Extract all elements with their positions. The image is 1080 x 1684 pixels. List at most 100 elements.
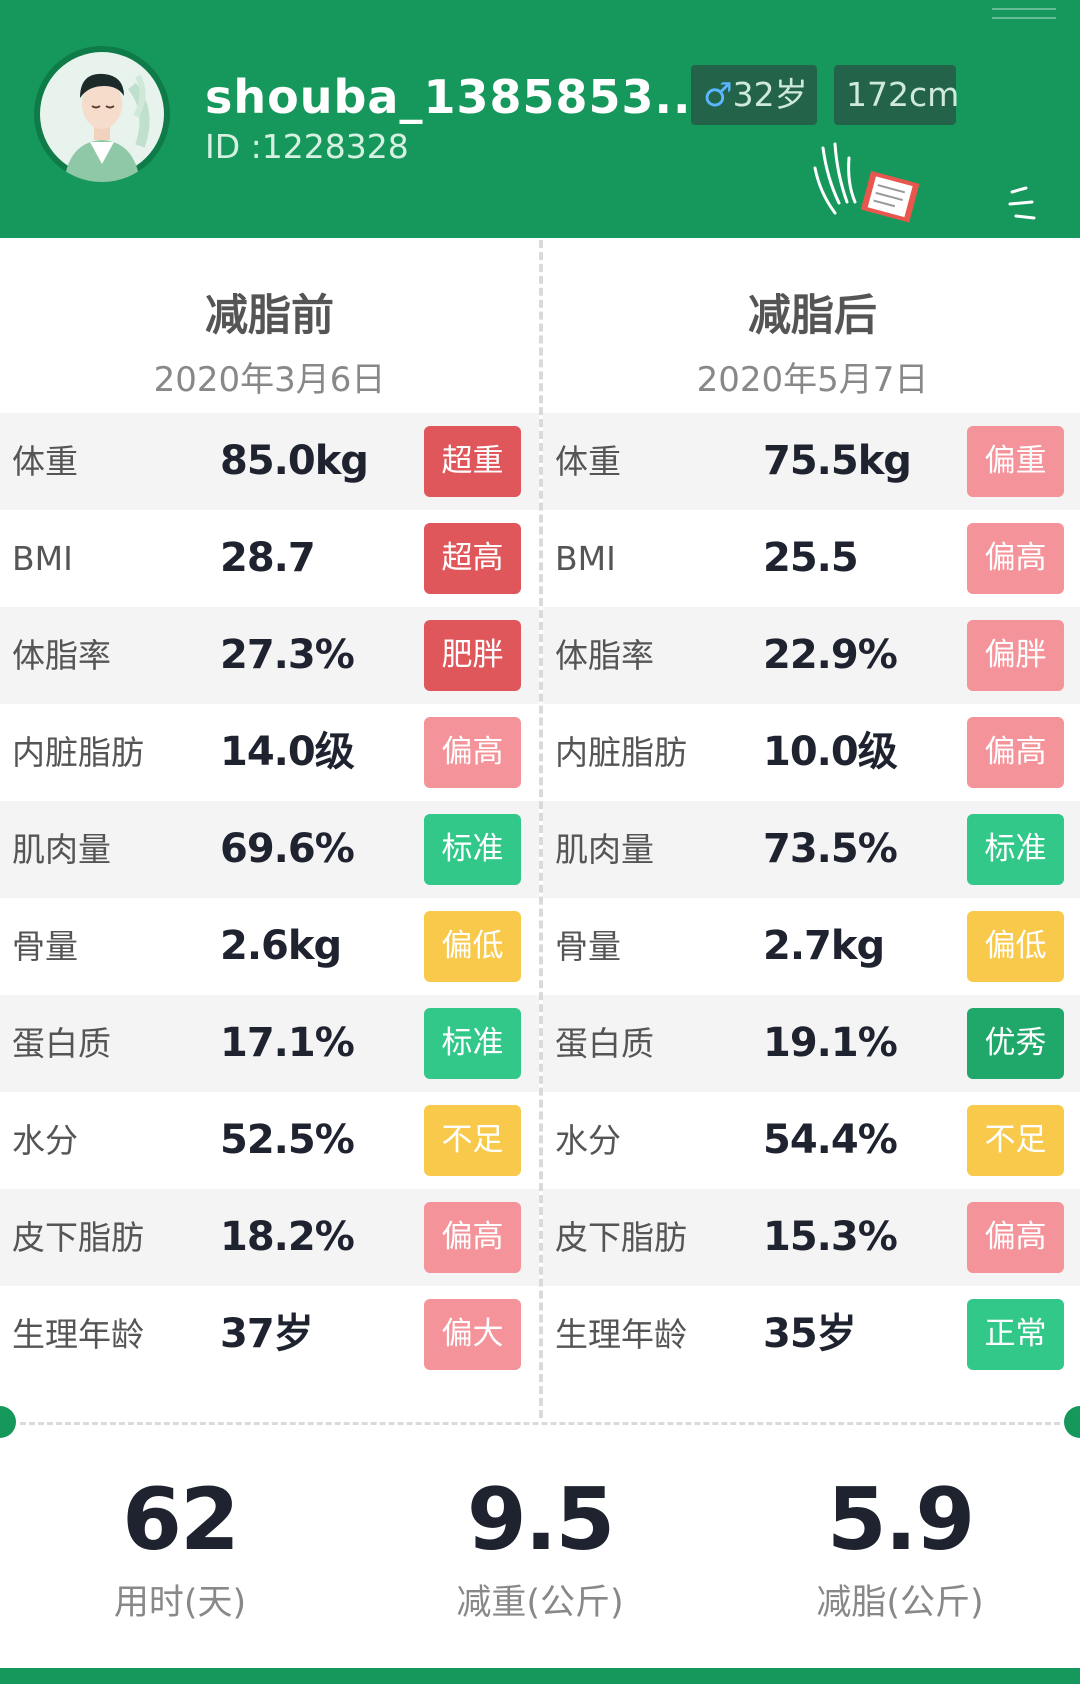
status-badge: 正常: [967, 1299, 1064, 1370]
metric-label: 皮下脂肪: [555, 1218, 687, 1257]
status-badge: 偏重: [967, 426, 1064, 497]
metric-value: 18.2%: [220, 1214, 355, 1260]
profile-header: shouba_1385853... ID :1228328 ♂32岁 172cm: [0, 0, 1080, 238]
status-badge: 偏胖: [967, 620, 1064, 691]
metric-row: 蛋白质 17.1% 标准: [0, 995, 539, 1092]
metric-label: 骨量: [555, 927, 621, 966]
status-badge: 优秀: [967, 1008, 1064, 1079]
status-badge: 标准: [424, 814, 521, 885]
stat-fat-lost: 5.9 减脂(公斤): [720, 1470, 1080, 1625]
metric-row: 骨量 2.7kg 偏低: [543, 898, 1080, 995]
status-badge: 标准: [424, 1008, 521, 1079]
sparkle-lines-icon: [1008, 186, 1036, 220]
metric-row: 内脏脂肪 14.0级 偏高: [0, 704, 539, 801]
metric-row: BMI 25.5 偏高: [543, 510, 1080, 607]
metric-value: 14.0级: [220, 729, 355, 775]
status-badge: 偏高: [967, 1202, 1064, 1273]
after-title: 减脂后: [748, 291, 877, 341]
status-badge: 偏大: [424, 1299, 521, 1370]
metric-row: 体重 85.0kg 超重: [0, 413, 539, 510]
metric-value: 2.6kg: [220, 923, 342, 969]
status-badge: 肥胖: [424, 620, 521, 691]
metric-label: 蛋白质: [555, 1024, 654, 1063]
metric-value: 69.6%: [220, 826, 355, 872]
ticket-notch-right: [1064, 1406, 1080, 1438]
metric-label: 体脂率: [555, 636, 654, 675]
metric-row: 体重 75.5kg 偏重: [543, 413, 1080, 510]
status-badge: 偏低: [967, 911, 1064, 982]
metric-value: 75.5kg: [763, 438, 912, 484]
metric-label: 体重: [555, 442, 621, 481]
height-chip: 172cm: [834, 65, 959, 125]
metric-value: 73.5%: [763, 826, 898, 872]
metric-row: 蛋白质 19.1% 优秀: [543, 995, 1080, 1092]
metric-value: 10.0级: [763, 729, 898, 775]
stat-caption: 用时(天): [113, 1583, 247, 1623]
metric-row: 生理年龄 35岁 正常: [543, 1286, 1080, 1383]
before-date: 2020年3月6日: [153, 360, 386, 400]
age-chip: ♂32岁: [691, 65, 817, 125]
status-badge: 标准: [967, 814, 1064, 885]
metric-value: 52.5%: [220, 1117, 355, 1163]
summary-separator: [20, 1422, 1060, 1425]
hand-holding-report-icon: [813, 142, 920, 223]
metric-row: 内脏脂肪 10.0级 偏高: [543, 704, 1080, 801]
username: shouba_1385853...: [205, 70, 710, 124]
metric-label: 蛋白质: [12, 1024, 111, 1063]
stat-value: 5.9: [826, 1470, 975, 1570]
metric-row: 体脂率 27.3% 肥胖: [0, 607, 539, 704]
metric-label: 肌肉量: [555, 830, 654, 869]
metric-label: 皮下脂肪: [12, 1218, 144, 1257]
metric-label: 肌肉量: [12, 830, 111, 869]
metric-value: 25.5: [763, 535, 859, 581]
status-badge: 不足: [967, 1105, 1064, 1176]
metric-value: 2.7kg: [763, 923, 885, 969]
stat-value: 9.5: [466, 1470, 615, 1570]
male-icon: ♂: [703, 75, 733, 114]
status-badge: 偏高: [967, 523, 1064, 594]
stat-caption: 减重(公斤): [456, 1583, 624, 1623]
user-id: ID :1228328: [205, 127, 409, 166]
metric-label: 生理年龄: [555, 1315, 687, 1354]
metric-value: 28.7: [220, 535, 316, 581]
stat-weight-lost: 9.5 减重(公斤): [360, 1470, 720, 1625]
metric-label: BMI: [12, 539, 73, 578]
before-metrics: 体重 85.0kg 超重 BMI 28.7 超高 体脂率 27.3% 肥胖 内脏脂肪 14.0…: [0, 413, 539, 1383]
metric-label: BMI: [555, 539, 616, 578]
metric-row: 骨量 2.6kg 偏低: [0, 898, 539, 995]
metric-label: 体重: [12, 442, 78, 481]
decorative-lines: [992, 8, 1056, 26]
stat-value: 62: [122, 1470, 240, 1570]
metric-row: 皮下脂肪 15.3% 偏高: [543, 1189, 1080, 1286]
metric-label: 内脏脂肪: [555, 733, 687, 772]
status-badge: 不足: [424, 1105, 521, 1176]
before-title: 减脂前: [205, 291, 334, 341]
after-metrics: 体重 75.5kg 偏重 BMI 25.5 偏高 体脂率 22.9% 偏胖 内脏脂肪 10.0…: [543, 413, 1080, 1383]
metric-row: 生理年龄 37岁 偏大: [0, 1286, 539, 1383]
column-divider: [539, 240, 543, 1418]
metric-label: 水分: [555, 1121, 621, 1160]
ticket-notch-left: [0, 1406, 16, 1438]
age-value: 32岁: [732, 75, 808, 114]
metric-row: 皮下脂肪 18.2% 偏高: [0, 1189, 539, 1286]
metric-value: 27.3%: [220, 632, 355, 678]
avatar[interactable]: [34, 46, 170, 182]
metric-label: 内脏脂肪: [12, 733, 144, 772]
status-badge: 偏高: [424, 1202, 521, 1273]
metric-row: 水分 54.4% 不足: [543, 1092, 1080, 1189]
metric-row: BMI 28.7 超高: [0, 510, 539, 607]
metric-row: 体脂率 22.9% 偏胖: [543, 607, 1080, 704]
metric-value: 54.4%: [763, 1117, 898, 1163]
metric-value: 19.1%: [763, 1020, 898, 1066]
metric-value: 17.1%: [220, 1020, 355, 1066]
status-badge: 超重: [424, 426, 521, 497]
metric-value: 35岁: [763, 1311, 857, 1357]
metric-value: 22.9%: [763, 632, 898, 678]
metric-label: 骨量: [12, 927, 78, 966]
metric-label: 水分: [12, 1121, 78, 1160]
metric-row: 肌肉量 69.6% 标准: [0, 801, 539, 898]
metric-label: 生理年龄: [12, 1315, 144, 1354]
after-date: 2020年5月7日: [696, 360, 929, 400]
metric-value: 85.0kg: [220, 438, 369, 484]
status-badge: 偏高: [967, 717, 1064, 788]
